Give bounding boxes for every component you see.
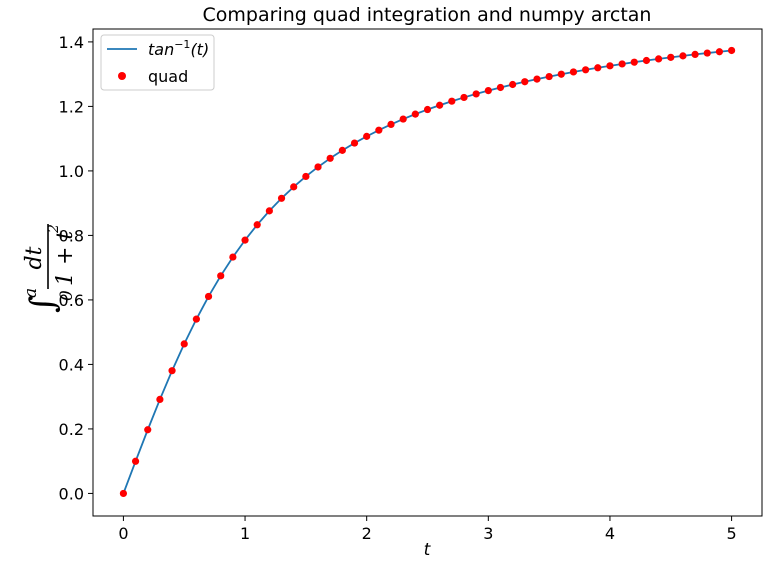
y-tick-label: 1.2 [59, 97, 84, 116]
quad-data-point [521, 78, 529, 86]
x-axis-label: t [424, 540, 432, 560]
quad-data-point [338, 146, 346, 154]
quad-data-point [204, 292, 213, 301]
quad-data-point [229, 253, 237, 261]
y-axis-label: ∫ a 0 dt 1 + t 2 [21, 224, 78, 313]
quad-data-point [642, 56, 651, 65]
quad-data-point [436, 101, 444, 109]
legend-marker-swatch [118, 72, 126, 80]
quad-data-point [655, 55, 663, 63]
quad-data-point [314, 163, 322, 171]
y-tick-label: 0.2 [59, 420, 84, 439]
legend-label-arctan: tan−1(t) [148, 38, 209, 59]
quad-data-point [350, 139, 359, 147]
quad-data-point [411, 110, 419, 118]
quad-data-point [460, 93, 468, 102]
quad-data-point [363, 132, 371, 140]
x-tick-label: 2 [362, 524, 372, 543]
quad-data-point [423, 105, 432, 114]
quad-data-point [582, 66, 590, 74]
y-axis-ticks: 0.0 0.2 0.4 0.6 0.8 1.0 1.2 1.4 [59, 33, 93, 503]
quad-data-point [448, 97, 456, 105]
quad-data-point [545, 72, 553, 81]
legend-label-quad: quad [148, 67, 188, 86]
quad-data-point [630, 58, 638, 66]
quad-data-point [679, 52, 687, 60]
y-tick-label: 0.6 [59, 291, 84, 310]
quad-data-point [326, 154, 334, 162]
quad-data-point [715, 48, 724, 56]
quad-data-point [557, 70, 565, 78]
quad-data-point [217, 272, 225, 280]
x-tick-label: 4 [605, 524, 615, 543]
quad-data-point [533, 75, 541, 83]
legend-arctan-suffix: (t) [190, 40, 209, 59]
quad-data-point [290, 183, 298, 191]
plot-area [92, 28, 763, 517]
quad-data-point [727, 46, 736, 55]
legend: tan−1(t) quad [100, 34, 215, 91]
quad-data-point [265, 207, 273, 215]
y-label-lower-limit: 0 [57, 290, 77, 301]
y-tick-label: 1.4 [59, 33, 84, 52]
quad-data-point [180, 340, 188, 348]
quad-data-point [156, 395, 164, 404]
y-label-denominator-exponent: 2 [46, 224, 62, 234]
quad-data-point [691, 50, 699, 59]
quad-data-point [618, 60, 626, 68]
chart-title: Comparing quad integration and numpy arc… [203, 4, 652, 26]
y-label-numerator: dt [22, 246, 47, 269]
y-tick-label: 0.4 [59, 355, 84, 374]
series-layer [119, 46, 736, 498]
quad-data-point [168, 367, 176, 375]
legend-arctan-superscript: −1 [174, 38, 190, 51]
y-label-upper-limit: a [21, 288, 41, 298]
quad-data-point [131, 457, 140, 465]
quad-data-point [569, 68, 578, 76]
quad-data-point [509, 80, 517, 89]
quad-data-point [472, 90, 480, 98]
quad-data-point [192, 315, 200, 323]
y-label-denominator: 1 + t [53, 231, 78, 286]
quad-data-point [241, 236, 249, 244]
y-tick-label: 0.8 [59, 226, 84, 245]
quad-data-point [399, 115, 407, 123]
quad-data-point [667, 53, 675, 61]
x-tick-label: 3 [483, 524, 493, 543]
quad-data-point [302, 172, 310, 181]
y-label-integral-sign: ∫ [23, 295, 63, 313]
quad-data-point [144, 426, 152, 434]
quad-data-point [387, 120, 395, 128]
x-tick-label: 0 [118, 524, 128, 543]
quad-data-point [703, 49, 711, 57]
x-axis-ticks: 0 1 2 3 4 5 [118, 516, 737, 543]
x-tick-label: 1 [240, 524, 250, 543]
legend-arctan-base: tan [148, 40, 174, 59]
y-tick-label: 0.0 [59, 484, 84, 503]
quad-data-point [484, 87, 492, 95]
x-tick-label: 5 [726, 524, 736, 543]
quad-data-point [119, 489, 128, 498]
quad-data-point [253, 221, 261, 229]
y-tick-label: 1.0 [59, 162, 84, 181]
quad-data-point [496, 83, 505, 92]
quad-data-point [606, 62, 614, 70]
quad-data-point [594, 64, 602, 72]
quad-data-point [375, 126, 383, 134]
quad-data-point [277, 194, 286, 202]
